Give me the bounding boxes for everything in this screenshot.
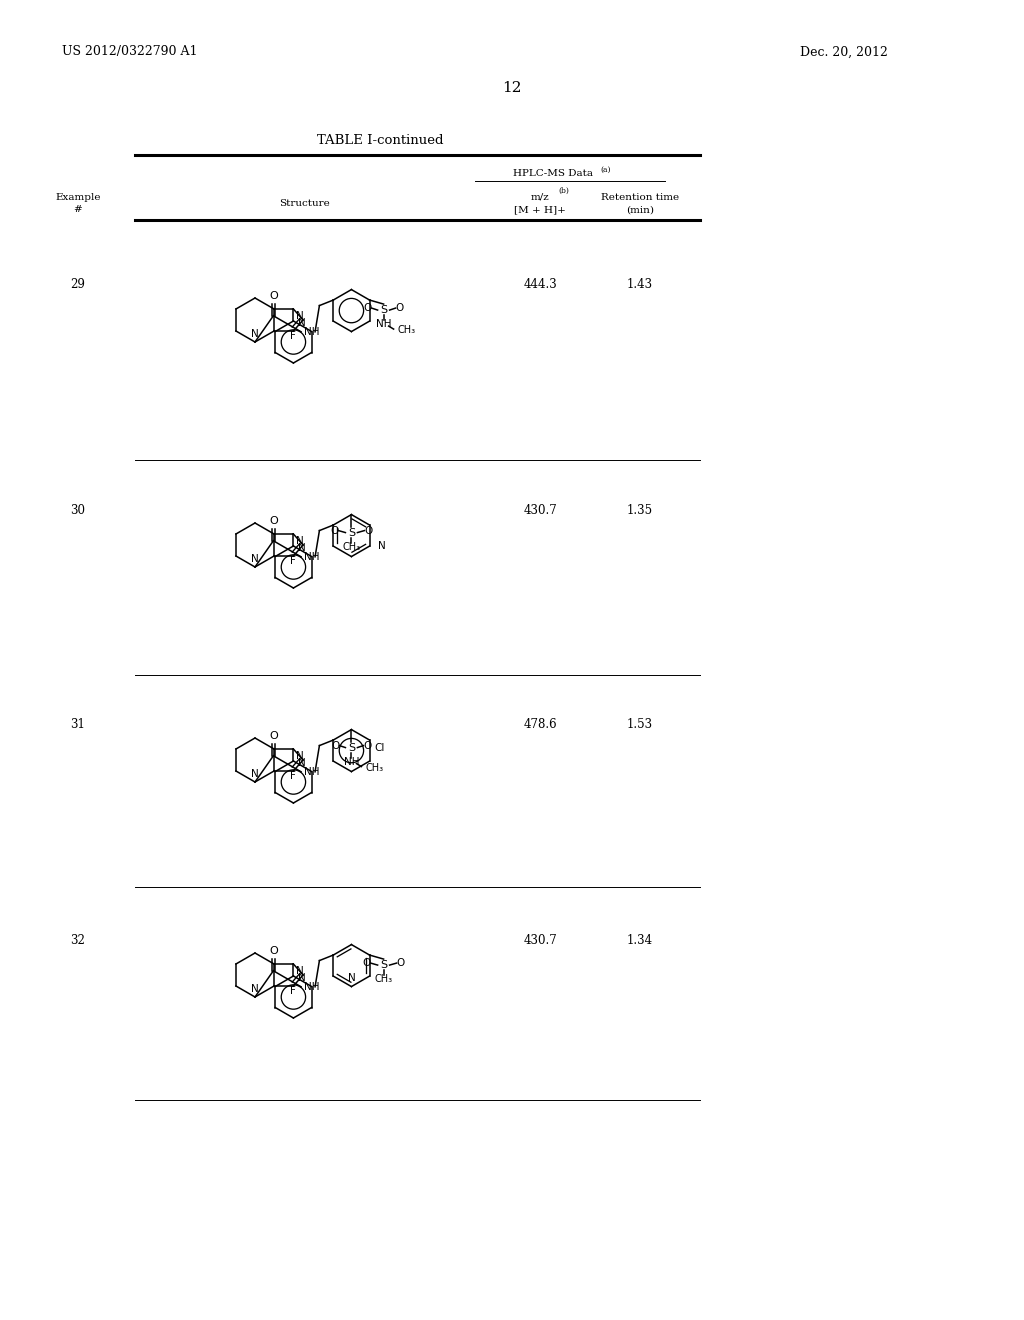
Text: CH₃: CH₃ [366,763,384,772]
Text: (min): (min) [626,206,654,214]
Text: F: F [291,771,296,781]
Text: 31: 31 [71,718,85,731]
Text: N: N [378,541,385,550]
Text: HPLC-MS Data: HPLC-MS Data [513,169,593,178]
Text: TABLE I-continued: TABLE I-continued [316,133,443,147]
Text: (a): (a) [600,166,610,174]
Text: m/z: m/z [530,193,549,202]
Text: 1.35: 1.35 [627,503,653,516]
Text: NH: NH [344,756,359,767]
Text: F: F [291,331,296,341]
Text: 1.53: 1.53 [627,718,653,731]
Text: S: S [348,528,355,537]
Text: Cl: Cl [375,743,385,754]
Text: 32: 32 [71,933,85,946]
Text: N: N [296,536,304,546]
Text: [M + H]+: [M + H]+ [514,206,566,214]
Text: O: O [364,741,372,751]
Text: F: F [291,986,296,997]
Text: 30: 30 [71,503,85,516]
Text: Example: Example [55,193,100,202]
Text: F: F [291,556,296,566]
Text: US 2012/0322790 A1: US 2012/0322790 A1 [62,45,198,58]
Text: N: N [296,312,304,321]
Text: 1.34: 1.34 [627,933,653,946]
Text: NH: NH [304,327,319,337]
Text: NH: NH [304,982,319,991]
Text: Retention time: Retention time [601,193,679,202]
Text: S: S [380,305,387,315]
Text: 444.3: 444.3 [523,279,557,292]
Text: 430.7: 430.7 [523,503,557,516]
Text: NH: NH [304,767,319,776]
Text: N: N [251,554,259,564]
Text: S: S [380,960,387,970]
Text: N: N [251,329,259,339]
Text: N: N [251,770,259,779]
Text: (b): (b) [558,187,569,195]
Text: O: O [269,290,278,301]
Text: O: O [330,525,338,536]
Text: O: O [269,731,278,741]
Text: CH₃: CH₃ [375,974,392,985]
Text: N: N [251,983,259,994]
Text: #: # [74,206,82,214]
Text: CH₃: CH₃ [397,325,416,335]
Text: NH: NH [376,319,391,329]
Text: O: O [331,741,339,751]
Text: N: N [298,973,306,983]
Text: N: N [298,758,306,768]
Text: N: N [298,318,306,327]
Text: Structure: Structure [280,199,331,209]
Text: 430.7: 430.7 [523,933,557,946]
Text: O: O [396,958,404,968]
Text: N: N [347,973,355,982]
Text: 1.43: 1.43 [627,279,653,292]
Text: CH₃: CH₃ [342,541,360,552]
Text: N: N [298,543,306,553]
Text: 12: 12 [502,81,522,95]
Text: O: O [269,946,278,956]
Text: N: N [296,751,304,762]
Text: O: O [365,525,373,536]
Text: 29: 29 [71,279,85,292]
Text: O: O [362,958,371,968]
Text: N: N [296,966,304,975]
Text: O: O [269,516,278,525]
Text: 478.6: 478.6 [523,718,557,731]
Text: O: O [364,304,372,313]
Text: S: S [348,743,355,752]
Text: NH: NH [304,552,319,562]
Text: O: O [395,304,403,313]
Text: Dec. 20, 2012: Dec. 20, 2012 [800,45,888,58]
